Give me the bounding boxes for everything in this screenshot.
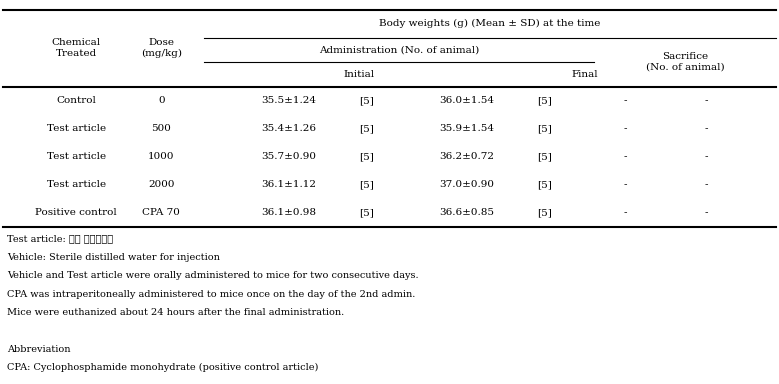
Text: Vehicle: Sterile distilled water for injection: Vehicle: Sterile distilled water for inj…: [7, 253, 220, 262]
Text: Administration (No. of animal): Administration (No. of animal): [319, 46, 479, 55]
Text: -: -: [624, 180, 627, 189]
Text: CPA 70: CPA 70: [143, 209, 180, 217]
Text: Sacrifice
(No. of animal): Sacrifice (No. of animal): [646, 53, 724, 72]
Text: 2000: 2000: [148, 180, 174, 189]
Text: [5]: [5]: [359, 124, 374, 133]
Text: Test article: Test article: [47, 180, 106, 189]
Text: 36.1±1.12: 36.1±1.12: [262, 180, 316, 189]
Text: CPA: Cyclophosphamide monohydrate (positive control article): CPA: Cyclophosphamide monohydrate (posit…: [7, 363, 318, 372]
Text: Body weights (g) (Mean ± SD) at the time: Body weights (g) (Mean ± SD) at the time: [379, 19, 601, 28]
Text: 36.6±0.85: 36.6±0.85: [439, 209, 495, 217]
Text: -: -: [624, 209, 627, 217]
Text: [5]: [5]: [359, 96, 374, 105]
Text: 1000: 1000: [148, 152, 174, 161]
Text: Test article: Test article: [47, 152, 106, 161]
Text: Dose
(mg/kg): Dose (mg/kg): [141, 38, 182, 58]
Text: [5]: [5]: [537, 124, 552, 133]
Text: -: -: [705, 96, 708, 105]
Text: 36.2±0.72: 36.2±0.72: [439, 152, 495, 161]
Text: [5]: [5]: [359, 152, 374, 161]
Text: [5]: [5]: [359, 180, 374, 189]
Text: -: -: [624, 124, 627, 133]
Text: Final: Final: [572, 70, 598, 79]
Text: 36.0±1.54: 36.0±1.54: [439, 96, 495, 105]
Text: -: -: [705, 124, 708, 133]
Text: Control: Control: [56, 96, 96, 105]
Text: -: -: [705, 152, 708, 161]
Text: 0: 0: [158, 96, 164, 105]
Text: Test article: Test article: [47, 124, 106, 133]
Text: -: -: [705, 180, 708, 189]
Text: -: -: [624, 96, 627, 105]
Text: Positive control: Positive control: [35, 209, 117, 217]
Text: -: -: [624, 152, 627, 161]
Text: [5]: [5]: [537, 152, 552, 161]
Text: [5]: [5]: [359, 209, 374, 217]
Text: [5]: [5]: [537, 180, 552, 189]
Text: Test article: 세신 열수추출물: Test article: 세신 열수추출물: [7, 235, 113, 243]
Text: CPA was intraperitoneally administered to mice once on the day of the 2nd admin.: CPA was intraperitoneally administered t…: [7, 290, 415, 299]
Text: 36.1±0.98: 36.1±0.98: [262, 209, 316, 217]
Text: 500: 500: [151, 124, 171, 133]
Text: Vehicle and Test article were orally administered to mice for two consecutive da: Vehicle and Test article were orally adm…: [7, 271, 418, 280]
Text: [5]: [5]: [537, 209, 552, 217]
Text: Mice were euthanized about 24 hours after the final administration.: Mice were euthanized about 24 hours afte…: [7, 308, 344, 317]
Text: 35.7±0.90: 35.7±0.90: [262, 152, 316, 161]
Text: -: -: [705, 209, 708, 217]
Text: Abbreviation: Abbreviation: [7, 345, 70, 354]
Text: 37.0±0.90: 37.0±0.90: [439, 180, 495, 189]
Text: [5]: [5]: [537, 96, 552, 105]
Text: 35.9±1.54: 35.9±1.54: [439, 124, 495, 133]
Text: 35.4±1.26: 35.4±1.26: [262, 124, 316, 133]
Text: 35.5±1.24: 35.5±1.24: [262, 96, 316, 105]
Text: Initial: Initial: [343, 70, 374, 79]
Text: Chemical
Treated: Chemical Treated: [51, 38, 100, 58]
